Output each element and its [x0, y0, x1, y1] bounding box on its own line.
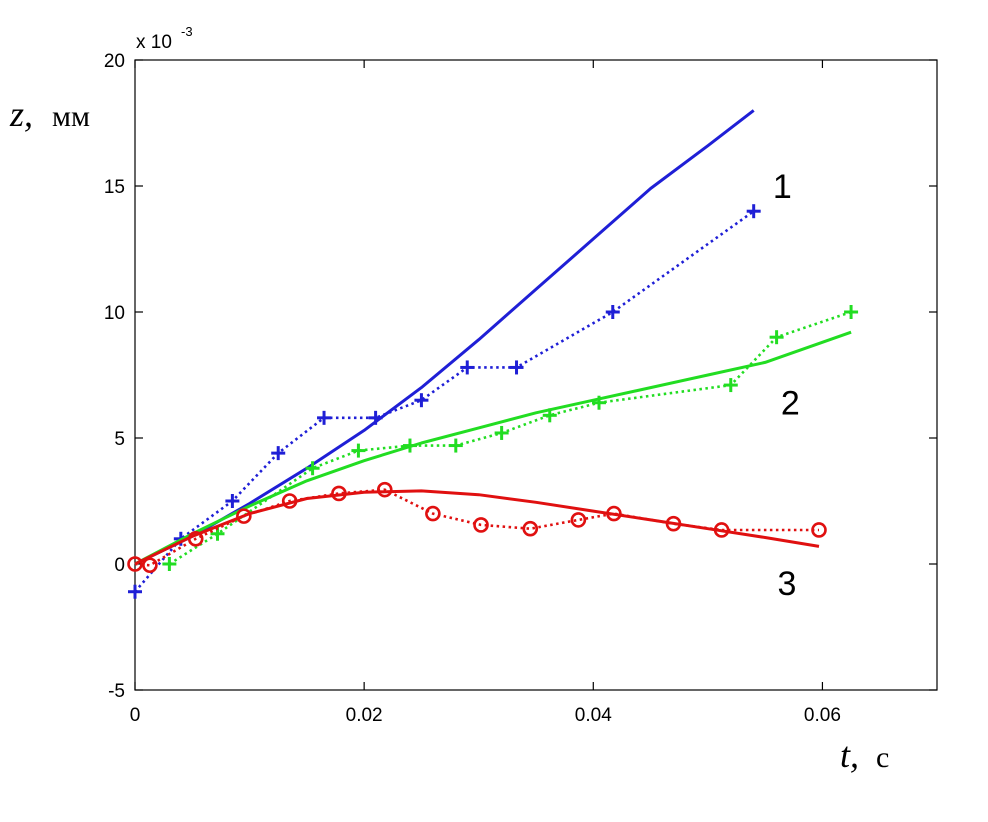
data-point	[225, 494, 240, 508]
data-point	[414, 393, 429, 408]
data-point	[331, 485, 347, 502]
data-point	[425, 505, 441, 522]
data-point	[127, 556, 143, 572]
data-point	[592, 395, 607, 410]
data-point	[542, 408, 557, 423]
data-point	[402, 438, 417, 453]
data-point	[162, 557, 177, 571]
data-point	[187, 530, 204, 547]
data-point	[844, 305, 859, 319]
series-s2-model	[134, 330, 852, 566]
data-point	[142, 557, 158, 574]
x-tick-label: 0	[130, 705, 141, 726]
data-point	[606, 505, 622, 522]
data-point	[281, 493, 298, 509]
y-multiplier: x 10	[136, 32, 172, 53]
plot-area	[134, 59, 938, 691]
data-point	[570, 512, 587, 528]
data-point	[460, 360, 475, 375]
data-point	[448, 438, 463, 453]
y-tick-label: 15	[104, 177, 125, 198]
data-point	[522, 520, 539, 537]
y-tick-label: 10	[104, 303, 125, 324]
y-axis-label: z,	[9, 94, 33, 134]
data-point	[473, 517, 489, 533]
data-point	[368, 410, 383, 425]
data-point	[317, 410, 332, 425]
curve-label: 3	[777, 565, 796, 603]
data-point	[271, 446, 286, 461]
y-tick-label: 0	[114, 555, 125, 576]
data-point	[713, 522, 730, 538]
data-point	[665, 515, 682, 532]
data-point	[509, 360, 524, 375]
series-s1-exp	[128, 204, 761, 599]
y-tick-label: 20	[104, 51, 125, 72]
data-point	[305, 461, 320, 476]
series-s3-exp	[127, 481, 827, 574]
x-axis-unit: с	[876, 741, 889, 774]
data-point	[128, 584, 142, 599]
data-point	[811, 522, 827, 538]
series-s2-exp	[162, 305, 859, 571]
data-point	[605, 305, 620, 319]
x-axis-label: t,	[840, 735, 859, 775]
y-axis-unit: мм	[52, 100, 90, 133]
curve-label: 2	[781, 385, 800, 423]
x-tick-label: 0.02	[346, 705, 383, 726]
series-line	[168, 310, 852, 566]
series-line	[134, 488, 819, 567]
curve-label: 1	[773, 168, 792, 206]
data-point	[376, 481, 393, 498]
x-tick-label: 0.06	[804, 705, 841, 726]
y-multiplier-exponent: -3	[181, 24, 193, 39]
data-point	[769, 330, 784, 345]
x-tick-label: 0.04	[575, 705, 612, 726]
series-line	[134, 330, 852, 566]
series-layer: 1 2 3	[127, 109, 859, 603]
data-point	[746, 204, 761, 219]
y-tick-label: 5	[114, 429, 125, 450]
data-point	[494, 425, 509, 440]
data-point	[236, 508, 252, 524]
data-point	[351, 443, 366, 458]
data-point	[723, 378, 738, 393]
y-tick-label: -5	[108, 681, 125, 702]
